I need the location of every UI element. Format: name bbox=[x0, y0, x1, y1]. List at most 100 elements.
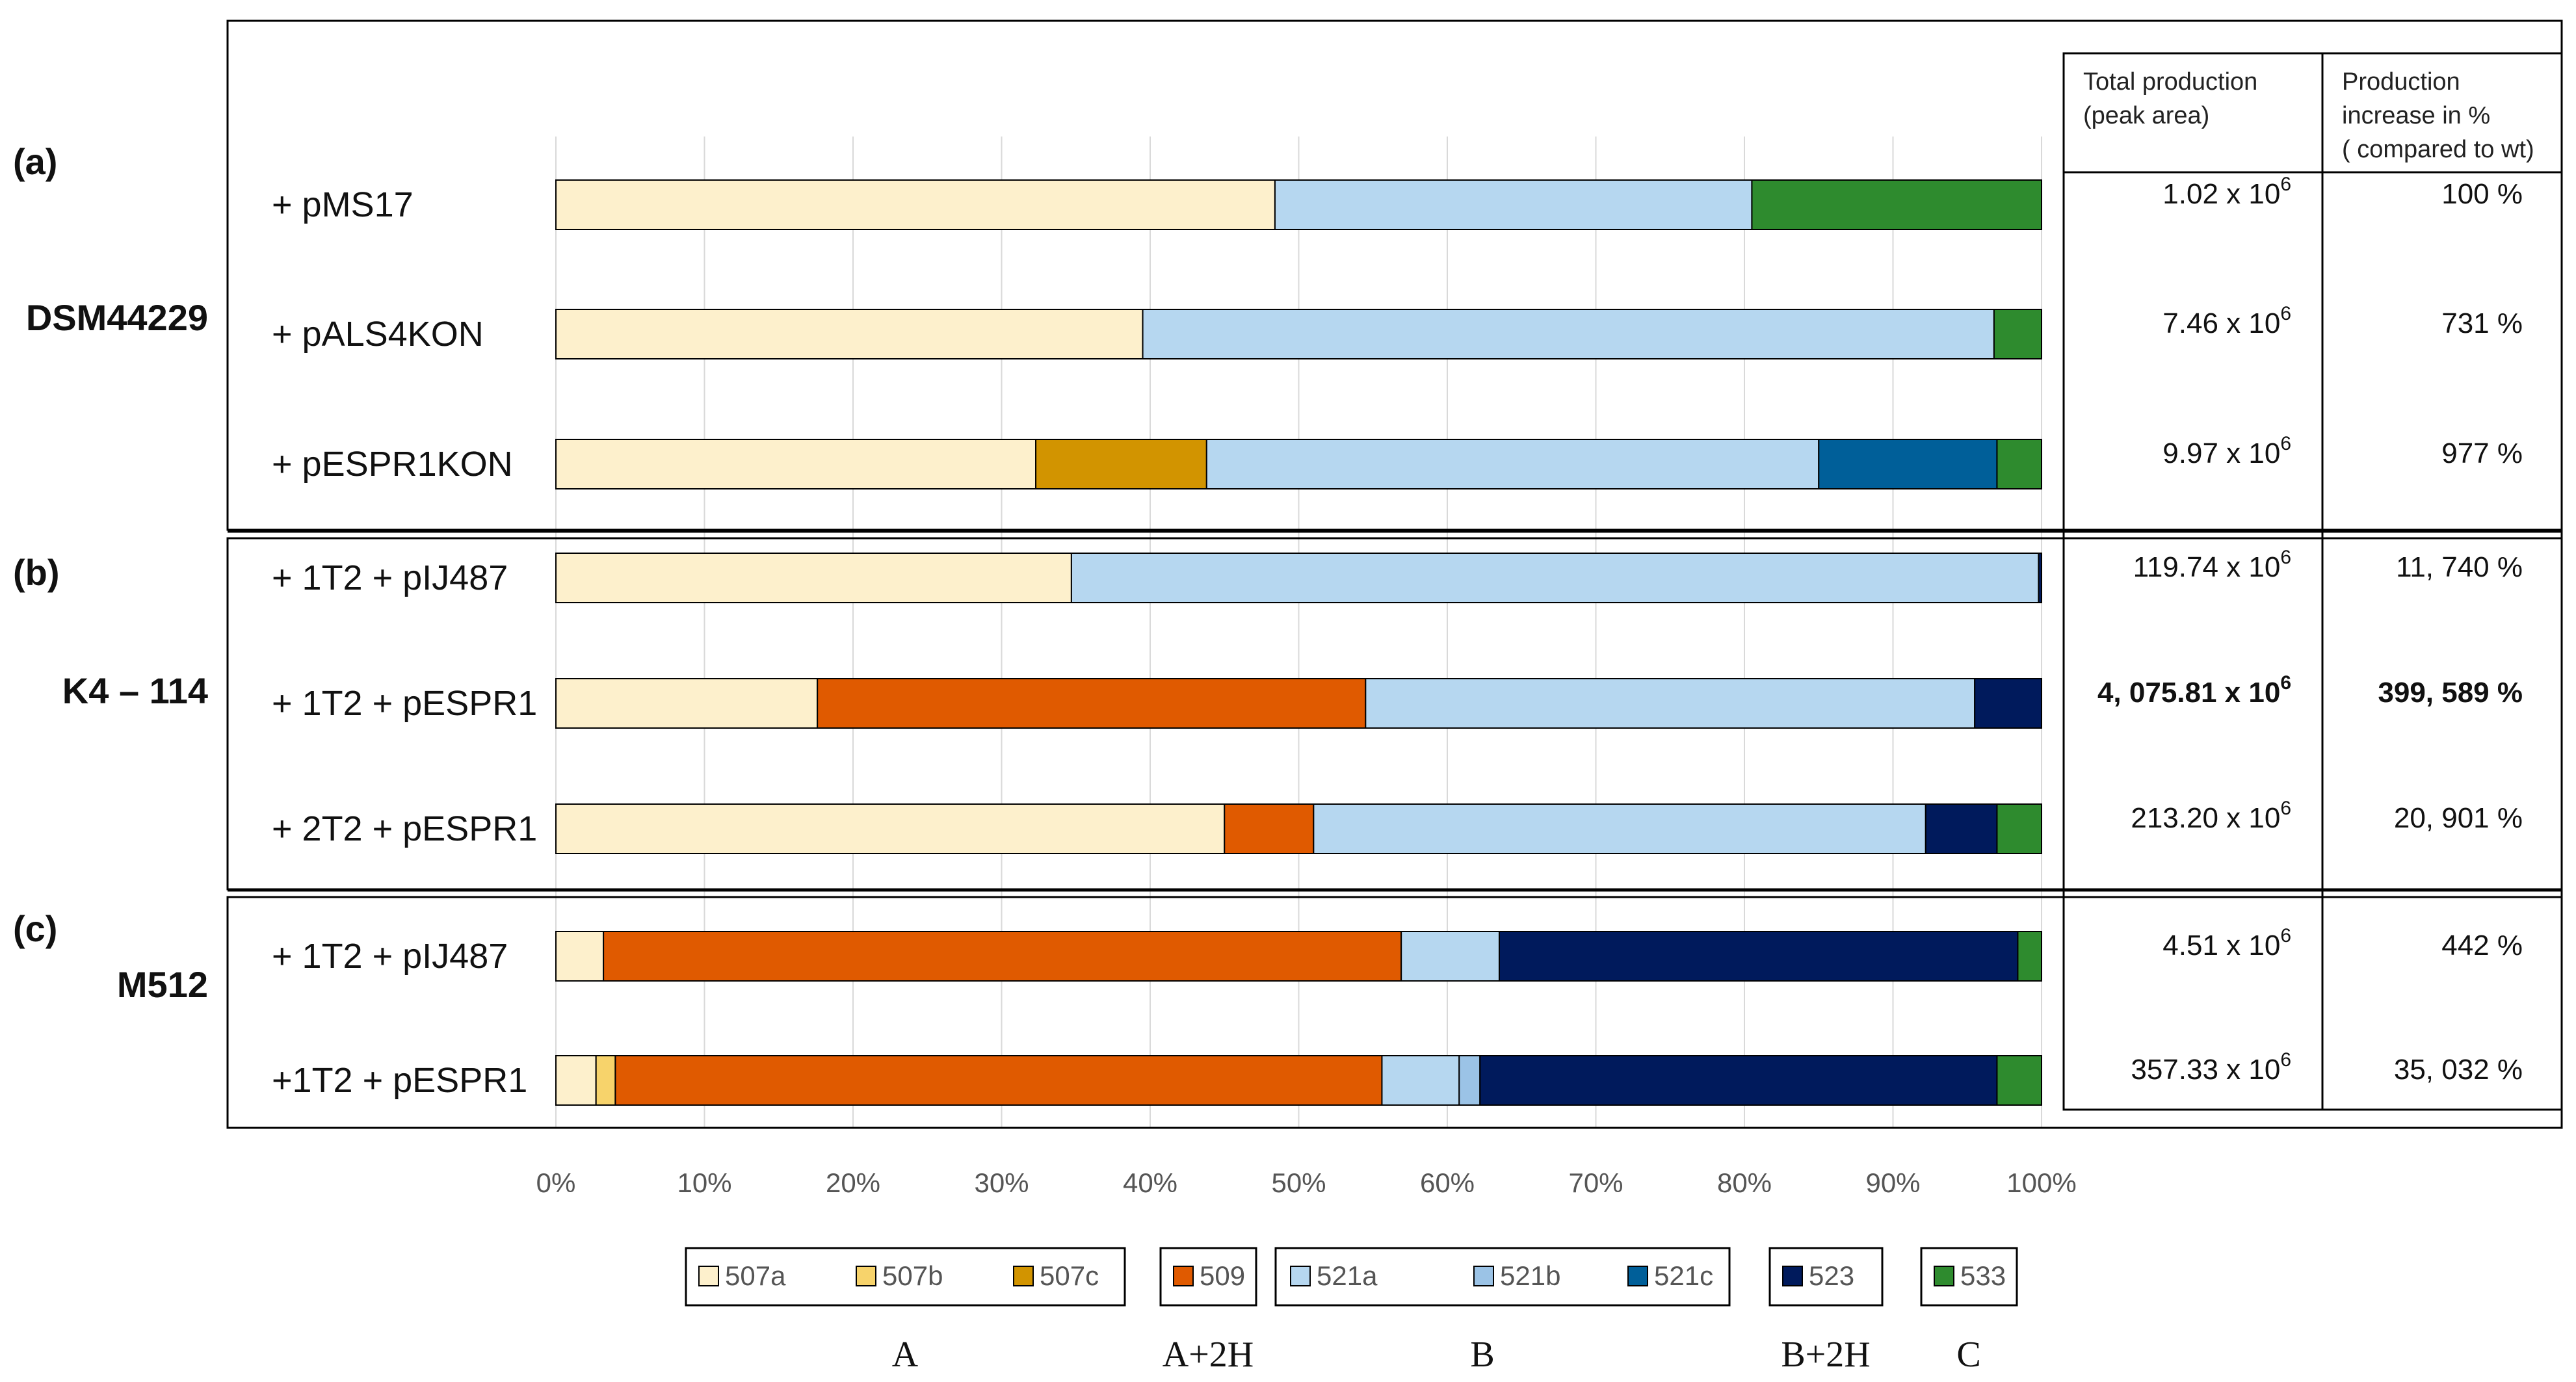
bar-segment-507a bbox=[555, 309, 1144, 359]
x-tick-label: 90% bbox=[1865, 1167, 1920, 1198]
bar-label: + 1T2 + pIJ487 bbox=[272, 558, 508, 597]
bar-segment-533 bbox=[1993, 309, 2042, 359]
legend-box bbox=[1274, 1247, 1731, 1307]
legend-label-509: 509 bbox=[1200, 1260, 1245, 1291]
panel-tag: (a) bbox=[13, 141, 57, 182]
bar-segment-507a bbox=[555, 179, 1276, 230]
x-tick-label: 70% bbox=[1568, 1167, 1623, 1198]
bar-segment-509 bbox=[614, 1055, 1383, 1106]
legend-swatch-507b bbox=[856, 1266, 876, 1286]
bar-segment-507a bbox=[555, 439, 1037, 489]
legend-class-label: B bbox=[1470, 1335, 1494, 1375]
total-production-value: 9.97 x 106 bbox=[2162, 433, 2291, 469]
table-header-increase: Production bbox=[2342, 68, 2460, 96]
legend-swatch-521b bbox=[1473, 1266, 1494, 1286]
total-production-mantissa: 9.97 x 10 bbox=[2162, 437, 2280, 469]
legend-swatch-507a bbox=[698, 1266, 719, 1286]
bar-segment-523 bbox=[1925, 803, 1998, 854]
production-increase-value: 731 % bbox=[2441, 307, 2523, 339]
total-production-exponent: 6 bbox=[2280, 672, 2291, 694]
x-tick-label: 30% bbox=[974, 1167, 1029, 1198]
total-production-exponent: 6 bbox=[2280, 433, 2291, 454]
table-header-increase: ( compared to wt) bbox=[2342, 136, 2534, 163]
bar-segment-521a bbox=[1400, 931, 1500, 982]
total-production-value: 4.51 x 106 bbox=[2162, 925, 2291, 961]
total-production-mantissa: 1.02 x 10 bbox=[2162, 178, 2280, 210]
total-production-mantissa: 119.74 x 10 bbox=[2133, 551, 2281, 583]
bar-segment-507a bbox=[555, 931, 605, 982]
bar-segment-523 bbox=[2038, 553, 2042, 603]
production-increase-value: 442 % bbox=[2441, 930, 2523, 961]
bar-segment-507a bbox=[555, 678, 819, 729]
legend-class-label: A+2H bbox=[1163, 1335, 1254, 1375]
stacked-bar bbox=[555, 803, 2042, 854]
total-production-value: 357.33 x 106 bbox=[2131, 1049, 2291, 1086]
x-tick-label: 100% bbox=[2006, 1167, 2076, 1198]
bar-segment-533 bbox=[2017, 931, 2042, 982]
bar-segment-521a bbox=[1142, 309, 1995, 359]
legend-class-label: A bbox=[892, 1335, 919, 1375]
production-increase-value: 100 % bbox=[2441, 178, 2523, 210]
bar-segment-521a bbox=[1274, 179, 1753, 230]
legend-swatch-523 bbox=[1782, 1266, 1803, 1286]
legend-swatch-507c bbox=[1013, 1266, 1034, 1286]
table-header-increase: increase in % bbox=[2342, 102, 2490, 129]
data-table-frame bbox=[2062, 52, 2563, 1111]
strain-label: M512 bbox=[117, 964, 208, 1005]
production-increase-value: 977 % bbox=[2441, 437, 2523, 469]
legend-label-521a: 521a bbox=[1317, 1260, 1378, 1291]
table-header-total: (peak area) bbox=[2083, 102, 2209, 129]
bar-segment-507a bbox=[555, 553, 1072, 603]
bar-segment-509 bbox=[1224, 803, 1315, 854]
bar-segment-523 bbox=[1498, 931, 2019, 982]
total-production-mantissa: 7.46 x 10 bbox=[2162, 307, 2280, 339]
legend-label-523: 523 bbox=[1809, 1260, 1854, 1291]
stacked-bar bbox=[555, 439, 2042, 489]
bar-segment-521a bbox=[1205, 439, 1820, 489]
total-production-exponent: 6 bbox=[2280, 303, 2291, 324]
bar-segment-533 bbox=[1996, 439, 2042, 489]
bar-label: + pALS4KON bbox=[272, 315, 484, 354]
x-tick-label: 0% bbox=[536, 1167, 576, 1198]
stacked-bar bbox=[555, 309, 2042, 359]
bar-segment-509 bbox=[603, 931, 1402, 982]
bar-label: +1T2 + pESPR1 bbox=[272, 1061, 527, 1100]
total-production-value: 7.46 x 106 bbox=[2162, 303, 2291, 339]
legend-box bbox=[685, 1247, 1126, 1307]
bar-label: + 1T2 + pESPR1 bbox=[272, 684, 537, 723]
legend-label-521c: 521c bbox=[1654, 1260, 1713, 1291]
total-production-exponent: 6 bbox=[2280, 1049, 2291, 1071]
bar-label: + pESPR1KON bbox=[272, 445, 513, 484]
bar-segment-509 bbox=[817, 678, 1367, 729]
bar-segment-507c bbox=[1035, 439, 1207, 489]
strain-label: K4 – 114 bbox=[62, 670, 208, 711]
legend-swatch-521a bbox=[1290, 1266, 1311, 1286]
total-production-exponent: 6 bbox=[2280, 547, 2291, 568]
bar-label: + 2T2 + pESPR1 bbox=[272, 809, 537, 848]
stacked-bar bbox=[555, 179, 2043, 230]
total-production-value: 119.74 x 106 bbox=[2133, 547, 2291, 583]
legend-swatch-521c bbox=[1627, 1266, 1648, 1286]
x-tick-label: 10% bbox=[677, 1167, 731, 1198]
bar-segment-521a bbox=[1070, 553, 2040, 603]
legend-label-507b: 507b bbox=[882, 1260, 943, 1291]
bar-segment-521c bbox=[1818, 439, 1998, 489]
bar-segment-521a bbox=[1313, 803, 1926, 854]
bar-segment-521b bbox=[1458, 1055, 1481, 1106]
x-tick-label: 80% bbox=[1717, 1167, 1772, 1198]
bar-segment-533 bbox=[1751, 179, 2043, 230]
stacked-bar bbox=[555, 678, 2043, 729]
bar-segment-523 bbox=[1974, 678, 2043, 729]
total-production-value: 1.02 x 106 bbox=[2162, 174, 2291, 210]
legend-swatch-509 bbox=[1173, 1266, 1194, 1286]
production-increase-value: 399, 589 % bbox=[2378, 677, 2523, 709]
stacked-bar bbox=[555, 553, 2042, 603]
production-increase-value: 35, 032 % bbox=[2394, 1054, 2523, 1086]
total-production-mantissa: 4, 075.81 x 10 bbox=[2097, 677, 2280, 709]
bar-segment-507a bbox=[555, 803, 1226, 854]
bar-label: + pMS17 bbox=[272, 185, 414, 224]
bar-label: + 1T2 + pIJ487 bbox=[272, 937, 508, 976]
x-tick-label: 60% bbox=[1420, 1167, 1475, 1198]
production-increase-value: 20, 901 % bbox=[2394, 802, 2523, 834]
